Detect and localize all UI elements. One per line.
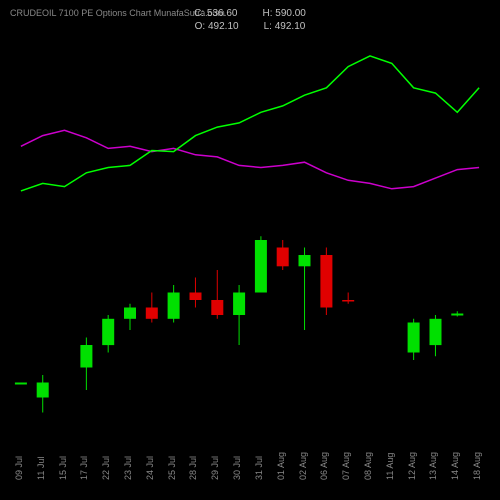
candle-body: [342, 300, 354, 302]
x-axis-label: 14 Aug: [450, 452, 460, 480]
open-value: 492.10: [208, 21, 239, 32]
candle-body: [80, 345, 92, 368]
x-axis-label: 23 Jul: [123, 456, 133, 480]
candle-body: [277, 248, 289, 267]
chart-area: [10, 40, 490, 420]
open-label: O:: [195, 21, 206, 32]
x-axis-label: 31 Jul: [254, 456, 264, 480]
x-axis-label: 30 Jul: [232, 456, 242, 480]
low-value: 492.10: [275, 21, 306, 32]
x-axis-label: 22 Jul: [101, 456, 111, 480]
candle-body: [299, 255, 311, 266]
x-axis-label: 25 Jul: [167, 456, 177, 480]
candle-body: [102, 319, 114, 345]
high-value: 590.00: [275, 8, 306, 19]
x-axis-label: 08 Aug: [363, 452, 373, 480]
close-label: C:: [194, 8, 204, 19]
candle-body: [211, 300, 223, 315]
candle-body: [255, 240, 267, 293]
x-axis-label: 18 Aug: [472, 452, 482, 480]
candle-body: [320, 255, 332, 308]
x-axis-label: 09 Jul: [14, 456, 24, 480]
candle-body: [190, 293, 202, 301]
close-value: 536.60: [207, 8, 238, 19]
x-axis-label: 02 Aug: [298, 452, 308, 480]
x-axis-label: 11 Aug: [385, 453, 395, 480]
indicator-line-2: [21, 130, 479, 189]
candle-body: [168, 293, 180, 319]
x-axis: 09 Jul 11 Jul 15 Jul 17 Jul 22 Jul 23 Jul 24 J…: [10, 420, 490, 500]
candle-body: [233, 293, 245, 316]
x-axis-label: 07 Aug: [341, 452, 351, 480]
candle-body: [124, 308, 136, 319]
candle-body: [15, 383, 27, 385]
x-axis-label: 15 Jul: [58, 456, 68, 480]
spacer: [240, 8, 259, 19]
candle-body: [37, 383, 49, 398]
candle-body: [146, 308, 158, 319]
x-axis-label: 17 Jul: [79, 456, 89, 480]
x-axis-label: 06 Aug: [319, 452, 329, 480]
candle-body: [408, 323, 420, 353]
ohlc-info: C: 536.60 H: 590.00 O: 492.10 L: 492.10: [0, 8, 500, 32]
x-axis-label: 28 Jul: [188, 456, 198, 480]
candle-body: [430, 319, 442, 345]
x-axis-label: 29 Jul: [210, 456, 220, 480]
x-axis-label: 12 Aug: [407, 452, 417, 480]
candle-body: [451, 314, 463, 316]
x-axis-label: 01 Aug: [276, 452, 286, 480]
chart-svg: [10, 40, 490, 420]
x-axis-label: 13 Aug: [428, 452, 438, 480]
spacer: [241, 21, 260, 32]
x-axis-label: 24 Jul: [145, 456, 155, 480]
high-label: H:: [263, 8, 273, 19]
indicator-line-1: [21, 56, 479, 191]
x-axis-label: 11 Jul: [36, 457, 46, 480]
low-label: L:: [264, 21, 272, 32]
